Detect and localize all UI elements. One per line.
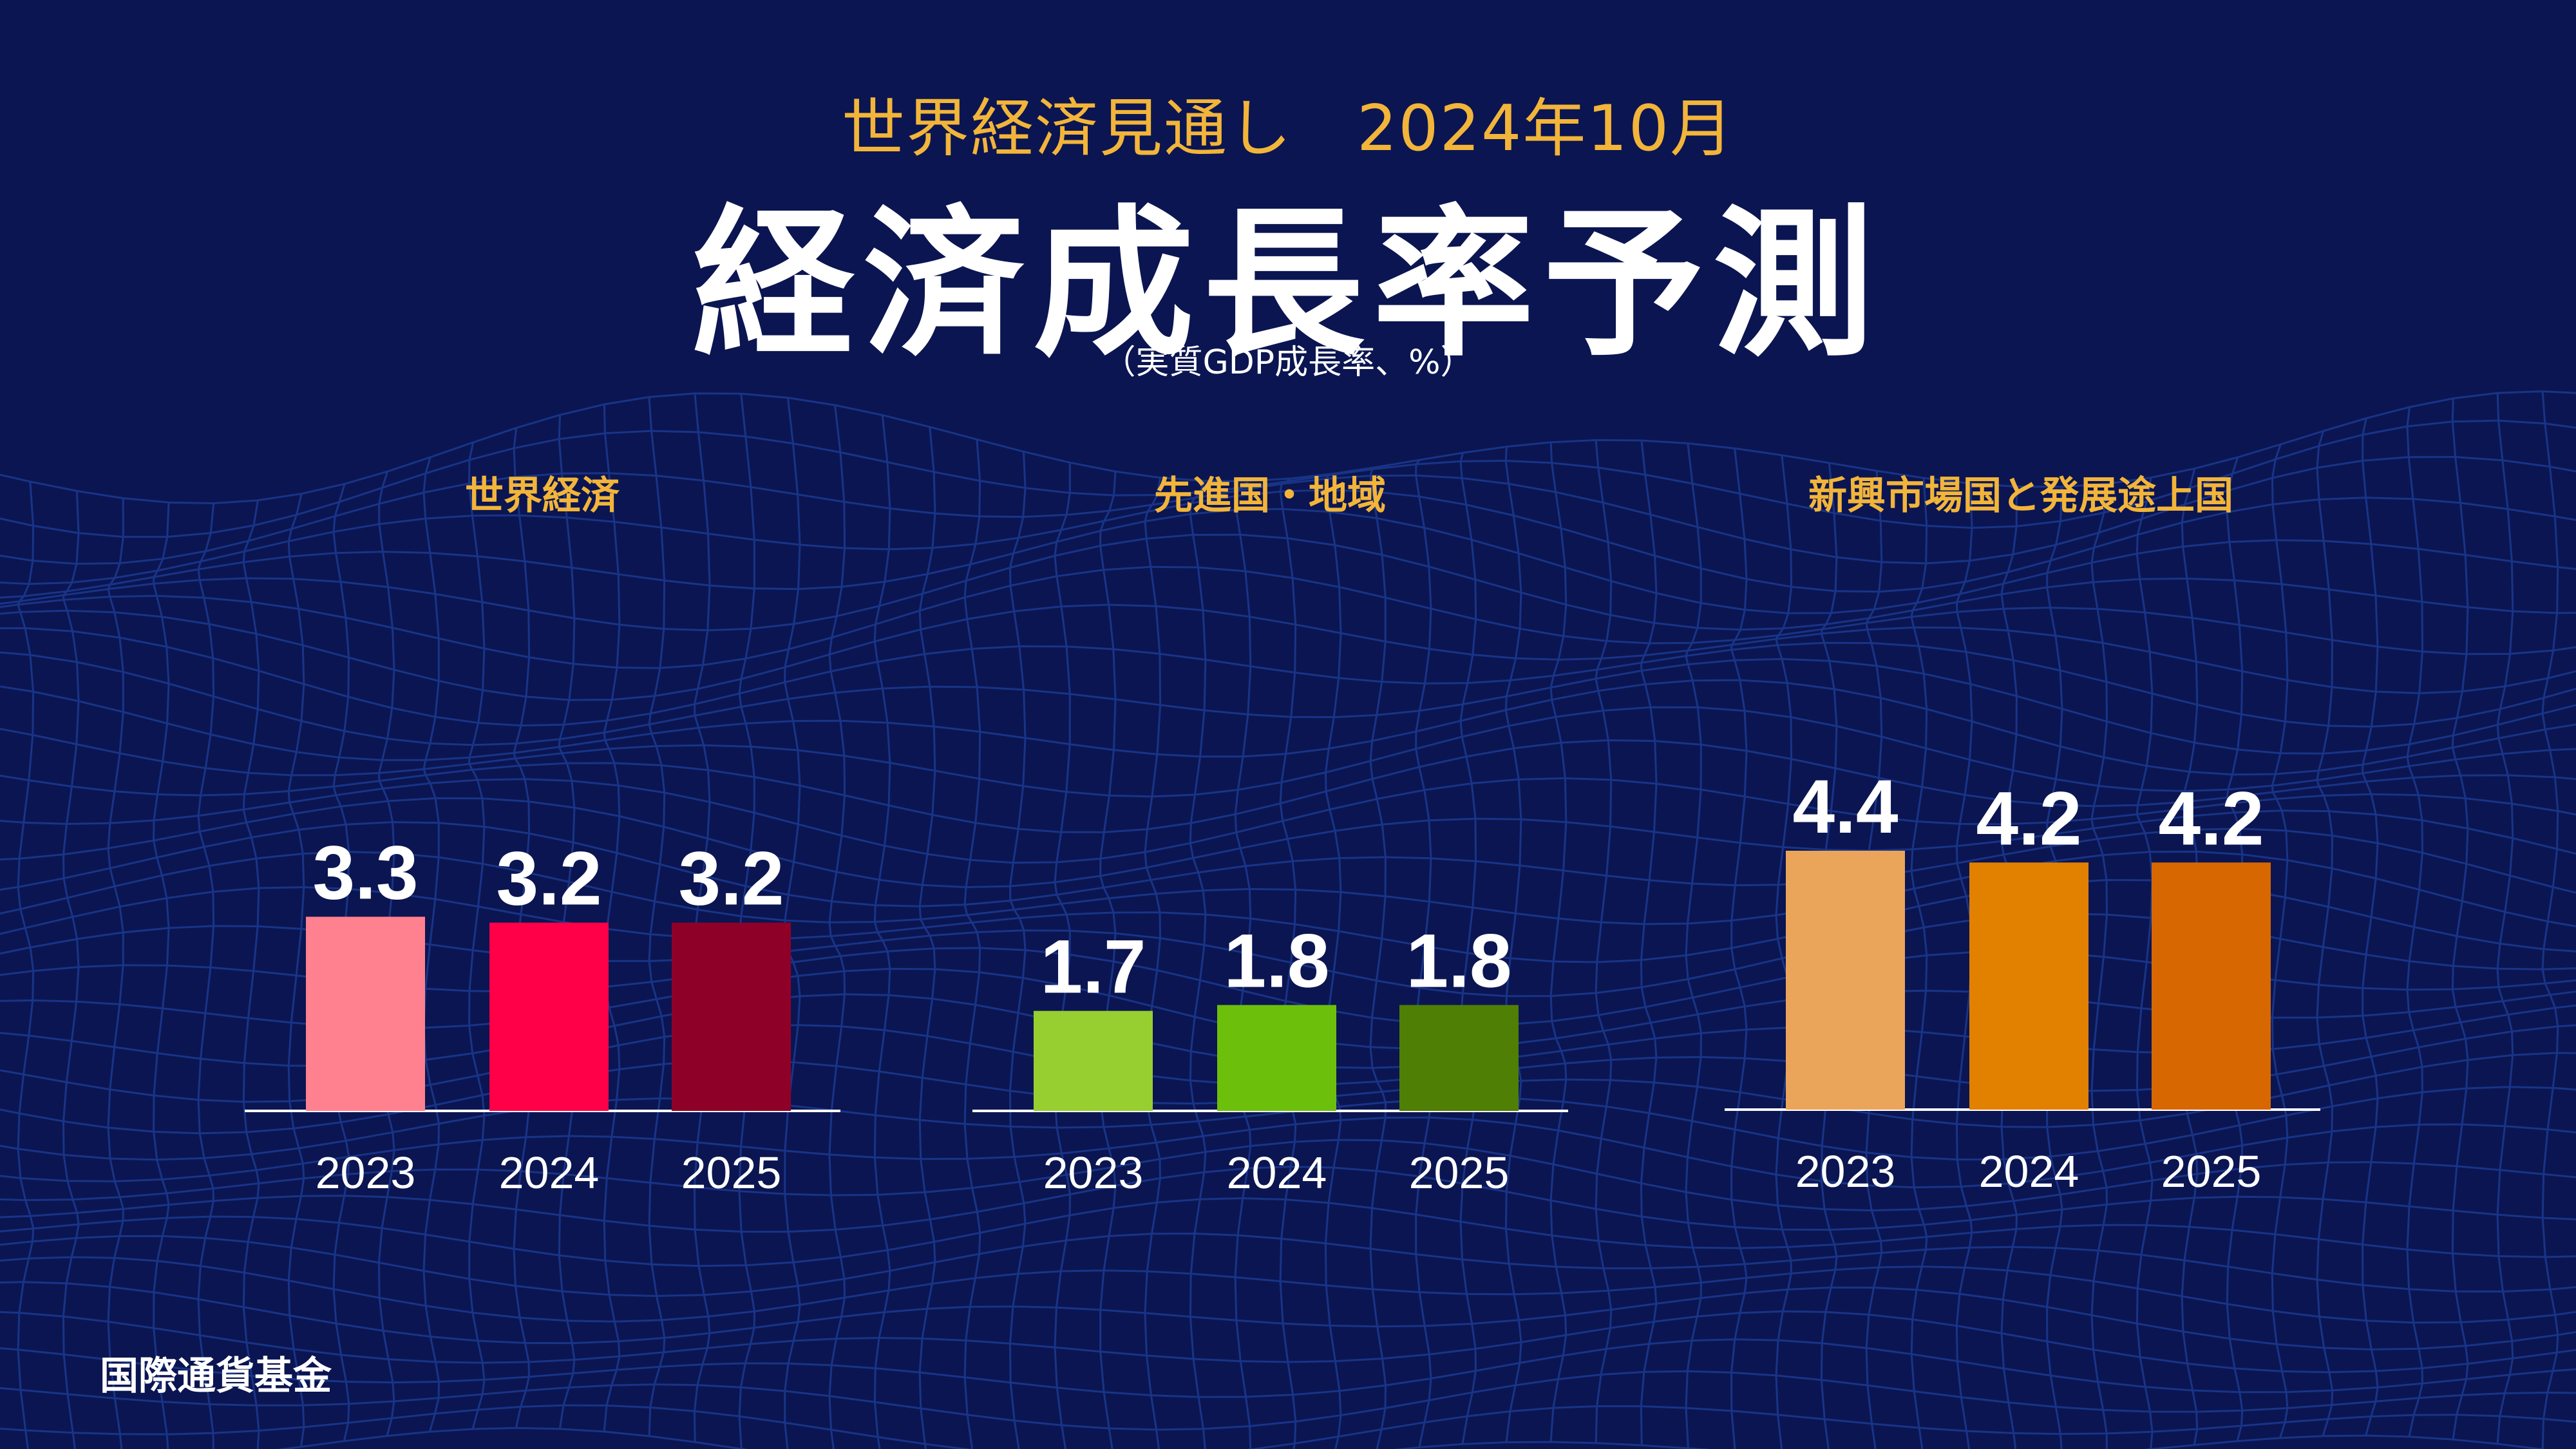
bar (672, 922, 791, 1111)
category-label: 2023 (1795, 1146, 1896, 1197)
source-label: 国際通貨基金 (100, 1354, 332, 1399)
value-label: 3.3 (312, 831, 418, 916)
chart-panel-1: 世界経済 3.3 2023 3.2 2024 3.2 2025 (245, 473, 840, 1198)
chart-title: 経済成長率予測 (693, 191, 1883, 378)
panel-title: 先進国・地域 (1154, 473, 1386, 518)
chart-panel-3: 新興市場国と発展途上国 4.4 2023 4.2 2024 4.2 2025 (1725, 473, 2320, 1197)
value-label: 1.7 (1040, 925, 1146, 1010)
chart-subtitle: 世界経済見通し 2024年10月 (841, 92, 1735, 166)
bar (1786, 851, 1905, 1110)
bar (1399, 1005, 1519, 1111)
chart-panel-2: 先進国・地域 1.7 2023 1.8 2024 1.8 2025 (972, 473, 1568, 1198)
bar (306, 916, 425, 1111)
value-label: 1.8 (1406, 919, 1511, 1004)
category-label: 2024 (1979, 1146, 2079, 1197)
category-label: 2024 (1227, 1148, 1327, 1198)
value-label: 3.2 (496, 837, 601, 922)
category-label: 2025 (1409, 1148, 1510, 1198)
category-label: 2025 (2161, 1146, 2262, 1197)
value-label: 3.2 (678, 837, 784, 922)
unit-note: （実質GDP成長率、%） (1102, 343, 1474, 382)
value-label: 4.2 (1976, 776, 2081, 861)
bar (1217, 1005, 1336, 1111)
bar (2152, 862, 2271, 1110)
value-label: 4.4 (1792, 764, 1898, 849)
value-label: 4.2 (2158, 776, 2264, 861)
value-label: 1.8 (1224, 919, 1329, 1004)
panel-title: 新興市場国と発展途上国 (1808, 473, 2233, 518)
bar (1034, 1010, 1153, 1111)
category-label: 2023 (1043, 1148, 1144, 1198)
category-label: 2024 (499, 1148, 600, 1198)
category-label: 2023 (316, 1148, 416, 1198)
panel-title: 世界経済 (465, 473, 620, 518)
category-label: 2025 (681, 1148, 782, 1198)
bar (1969, 862, 2088, 1110)
bar (489, 922, 609, 1111)
